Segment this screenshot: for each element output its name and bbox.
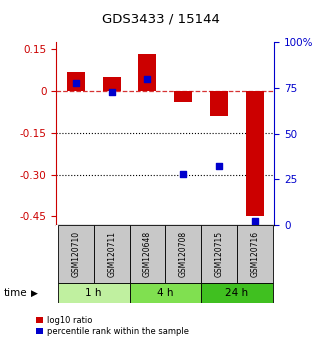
Text: 24 h: 24 h	[225, 288, 248, 298]
Bar	[246, 91, 264, 216]
Bar	[201, 225, 237, 283]
Bar	[130, 283, 201, 303]
Text: 4 h: 4 h	[157, 288, 174, 298]
Bar	[58, 283, 130, 303]
Point	[252, 218, 257, 224]
Bar	[94, 225, 130, 283]
Text: time: time	[3, 288, 27, 298]
Text: GSM120715: GSM120715	[214, 231, 223, 277]
Text: GSM120708: GSM120708	[179, 231, 188, 277]
Text: GSM120711: GSM120711	[107, 231, 116, 277]
Bar	[130, 225, 165, 283]
Bar	[201, 283, 273, 303]
Bar	[67, 72, 85, 91]
Bar	[58, 225, 94, 283]
Text: ▶: ▶	[30, 289, 37, 298]
Bar	[174, 91, 192, 102]
Text: GSM120648: GSM120648	[143, 231, 152, 277]
Point	[145, 76, 150, 82]
Legend: log10 ratio, percentile rank within the sample: log10 ratio, percentile rank within the …	[36, 316, 189, 336]
Bar	[165, 225, 201, 283]
Text: GDS3433 / 15144: GDS3433 / 15144	[101, 12, 220, 25]
Point	[181, 171, 186, 177]
Bar	[138, 53, 156, 91]
Text: GSM120716: GSM120716	[250, 231, 259, 277]
Text: 1 h: 1 h	[85, 288, 102, 298]
Text: GSM120710: GSM120710	[71, 231, 80, 277]
Bar	[210, 91, 228, 116]
Point	[73, 80, 78, 85]
Bar	[103, 77, 121, 91]
Point	[109, 89, 114, 95]
Bar	[237, 225, 273, 283]
Point	[216, 164, 221, 169]
